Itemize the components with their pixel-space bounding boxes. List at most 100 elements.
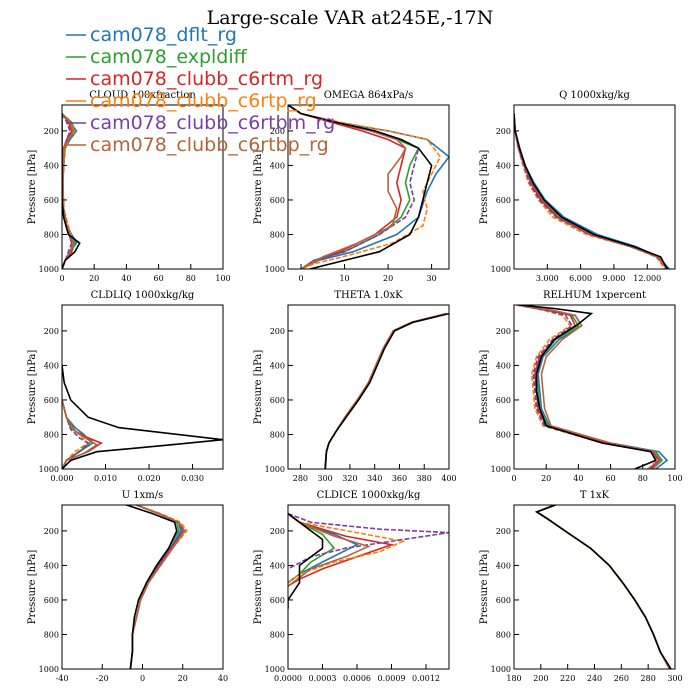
series-line	[535, 505, 671, 669]
y-axis-label: Pressure [hPa]	[27, 550, 38, 625]
x-tick-label: 180	[506, 674, 521, 683]
x-tick-label: 40	[573, 474, 583, 483]
x-tick-label: -40	[56, 674, 69, 683]
x-tick-label: 0.0003	[309, 674, 337, 683]
y-tick-label: 800	[44, 230, 59, 239]
series-line	[324, 312, 447, 469]
x-tick-label: 60	[154, 274, 164, 283]
y-tick-label: 200	[270, 327, 285, 336]
x-tick-label: 0.0009	[378, 674, 406, 683]
y-tick-label: 600	[44, 396, 59, 405]
y-tick-label: 200	[496, 327, 511, 336]
chart-panel: CLDICE 1000xkg/kg Pressure [hPa] 200 400 600…	[253, 490, 450, 683]
y-tick-label: 1000	[265, 465, 285, 474]
series-line	[288, 512, 406, 584]
legend: cam078_dflt_rgcam078_expldiffcam078_club…	[66, 24, 335, 156]
x-tick-label: 320	[342, 474, 357, 483]
y-tick-label: 800	[44, 430, 59, 439]
y-axis-label: Pressure [hPa]	[253, 150, 264, 225]
y-tick-label: 1000	[265, 665, 285, 674]
series-line	[129, 505, 180, 669]
x-tick-label: 60	[606, 474, 616, 483]
panel-title: RELHUM 1xpercent	[543, 290, 646, 301]
series-line	[62, 365, 223, 469]
legend-entry: cam078_expldiff	[90, 46, 248, 68]
series-line	[535, 505, 671, 669]
y-axis-label: Pressure [hPa]	[479, 550, 490, 625]
y-tick-label: 400	[44, 361, 59, 370]
y-axis-label: Pressure [hPa]	[27, 350, 38, 425]
panel-title: CLDICE 1000xkg/kg	[317, 490, 421, 501]
x-tick-label: 340	[367, 474, 382, 483]
panel-title: THETA 1.0xK	[334, 290, 403, 301]
x-tick-label: 12.000	[633, 274, 661, 283]
series-line	[324, 312, 447, 469]
plot-frame	[513, 104, 676, 270]
y-tick-label: 800	[44, 630, 59, 639]
chart-panel: Q 1000xkg/kg Pressure [hPa] 200 400 600 800 10…	[479, 90, 676, 283]
x-tick-label: 0	[59, 274, 64, 283]
x-tick-label: 0.010	[94, 474, 117, 483]
x-tick-label: 40	[218, 674, 228, 683]
y-tick-label: 800	[496, 230, 511, 239]
plot-frame	[513, 304, 676, 470]
series-line	[324, 312, 449, 469]
series-line	[288, 512, 371, 587]
series-line	[288, 512, 324, 609]
series-line	[535, 505, 671, 669]
legend-entry: cam078_dflt_rg	[90, 24, 237, 46]
y-tick-label: 400	[270, 161, 285, 170]
y-tick-label: 800	[270, 230, 285, 239]
x-tick-label: 240	[587, 674, 602, 683]
y-tick-label: 400	[270, 561, 285, 570]
series-line	[126, 505, 178, 669]
x-tick-label: 3.000	[536, 274, 559, 283]
plot-frame	[61, 304, 224, 470]
series-line	[535, 505, 671, 669]
legend-entry: cam078_clubb_c6rtp_rg	[90, 90, 317, 112]
legend-entry: cam078_clubb_c6rtbm_rg	[90, 112, 335, 134]
x-tick-label: 9.000	[602, 274, 625, 283]
series-line	[535, 505, 671, 669]
y-tick-label: 1000	[491, 465, 511, 474]
series-line	[518, 305, 657, 469]
x-tick-label: 280	[641, 674, 656, 683]
x-tick-label: -20	[96, 674, 109, 683]
y-tick-label: 1000	[39, 465, 59, 474]
x-tick-label: 0.0006	[343, 674, 371, 683]
y-tick-label: 1000	[491, 665, 511, 674]
x-tick-label: 30	[427, 274, 437, 283]
y-tick-label: 600	[496, 396, 511, 405]
y-tick-label: 600	[270, 196, 285, 205]
x-tick-label: 10	[339, 274, 349, 283]
series-line	[514, 113, 668, 269]
y-tick-label: 400	[496, 361, 511, 370]
y-tick-label: 800	[270, 430, 285, 439]
series-line	[324, 312, 447, 469]
y-tick-label: 200	[44, 127, 59, 136]
y-tick-label: 200	[496, 127, 511, 136]
legend-entry: cam078_clubb_c6rtbp_rg	[90, 134, 329, 156]
plot-frame	[513, 504, 676, 670]
y-axis-label: Pressure [hPa]	[27, 150, 38, 225]
x-tick-label: 0	[140, 674, 145, 683]
legend-entry: cam078_clubb_c6rtm_rg	[90, 68, 323, 90]
y-tick-label: 400	[44, 161, 59, 170]
x-tick-label: 0	[299, 274, 304, 283]
y-tick-label: 200	[270, 527, 285, 536]
x-tick-label: 80	[638, 474, 648, 483]
y-tick-label: 800	[270, 630, 285, 639]
y-tick-label: 400	[270, 361, 285, 370]
y-tick-label: 600	[270, 396, 285, 405]
y-axis-label: Pressure [hPa]	[253, 550, 264, 625]
y-tick-label: 800	[496, 630, 511, 639]
x-tick-label: 400	[441, 474, 456, 483]
x-tick-label: 20	[383, 274, 393, 283]
y-tick-label: 1000	[39, 665, 59, 674]
series-line	[324, 312, 447, 469]
